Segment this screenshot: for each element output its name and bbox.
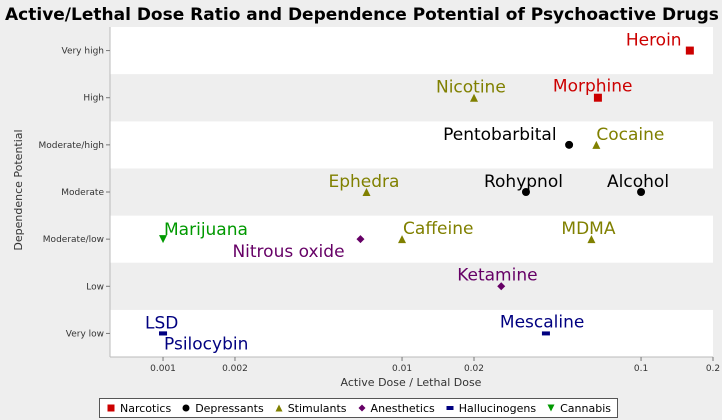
chart-legend: Narcotics Depressants Stimulants Anesthetic… [99,398,618,418]
point-label-nitrous-oxide: Nitrous oxide [232,242,344,262]
grid-band [110,74,713,122]
legend-item-depressants: Depressants [181,402,264,415]
grid-band [110,27,713,75]
point-label-alcohol: Alcohol [607,172,669,192]
legend-marker-shape [107,404,115,412]
grid-band [110,309,713,357]
legend-marker-shape [182,404,190,412]
data-point-caffeine [398,235,407,244]
point-label-mdma: MDMA [561,219,615,239]
legend-label: Narcotics [120,401,172,415]
grid-band [110,121,713,169]
grid-band [110,215,713,263]
x-tick-label: 0.002 [222,364,248,374]
data-point-pentobarbital [565,140,574,149]
legend-marker-shape [358,404,366,412]
legend-item-anesthetics: Anesthetics [357,402,435,415]
y-tick-label: High [83,94,104,104]
data-point-rohypnol [521,188,530,196]
data-point-mescaline [541,331,550,336]
point-label-psilocybin: Psilocybin [164,334,248,354]
data-point-ketamine [497,282,506,291]
legend-marker-shape [275,404,283,412]
data-point-nitrous-oxide [356,235,365,244]
data-points [159,46,694,336]
y-tick-label: Moderate/low [43,235,104,245]
x-axis-label: Active Dose / Lethal Dose [341,376,482,389]
point-label-caffeine: Caffeine [403,219,473,239]
legend-label: Stimulants [287,401,347,415]
legend-marker-shape [547,404,555,412]
x-tick-label: 0.1 [634,364,648,374]
legend-label: Depressants [195,401,264,415]
plot-area [109,27,713,358]
point-label-cocaine: Cocaine [596,125,664,145]
data-point-cocaine [592,140,601,149]
legend-marker-cannabis [547,404,555,412]
point-label-ephedra: Ephedra [328,172,399,192]
y-tick-label: Low [86,282,104,292]
legend-marker-depressants [182,404,190,412]
x-axis-ticks: 0.001 0.002 0.01 0.02 0.1 0.2 [150,357,720,374]
point-label-ketamine: Ketamine [457,265,537,285]
x-tick-label: 0.02 [464,364,484,374]
legend-item-cannabis: Cannabis [546,402,611,415]
data-point-psilocybin [159,331,168,336]
data-point-heroin [685,46,694,55]
y-tick-label: Moderate [61,188,104,198]
legend-label: Hallucinogens [458,401,537,415]
legend-item-narcotics: Narcotics [106,402,171,415]
point-label-mescaline: Mescaline [500,312,584,332]
data-point-nicotine [469,93,478,102]
legend-marker-narcotics [107,404,115,412]
data-point-morphine [593,93,602,102]
y-tick-label: Very low [66,329,104,339]
point-labels: Heroin Morphine Pentobarbital Rohypnol Alcoh… [145,31,682,355]
grid-band [110,168,713,216]
chart-title: Active/Lethal Dose Ratio and Dependence … [5,5,719,25]
point-label-nicotine: Nicotine [436,78,506,98]
legend-label: Cannabis [560,401,611,415]
point-label-morphine: Morphine [553,77,633,97]
point-label-rohypnol: Rohypnol [484,172,563,192]
grid-band [110,262,713,310]
x-tick-label: 0.2 [706,364,720,374]
data-point-alcohol [637,188,646,196]
legend-marker-stimulants [275,404,283,412]
point-label-marijuana: Marijuana [164,220,248,240]
data-point-marijuana [159,235,168,244]
x-tick-label: 0.01 [392,364,412,374]
y-axis-label: Dependence Potential [12,129,25,250]
legend-label: Anesthetics [370,401,435,415]
legend-marker-hallucinogens [446,406,454,410]
x-tick-label: 0.001 [150,364,176,374]
legend-item-hallucinogens: Hallucinogens [445,402,536,415]
data-point-ephedra [362,188,371,196]
point-label-lsd: LSD [145,313,178,333]
y-tick-label: Moderate/high [39,141,104,151]
legend-marker-anesthetics [358,404,366,412]
data-point-mdma [587,235,596,244]
point-label-pentobarbital: Pentobarbital [443,125,556,145]
legend-item-stimulants: Stimulants [274,402,347,415]
point-label-heroin: Heroin [626,31,682,51]
legend-marker-shape [446,406,454,410]
y-axis-ticks: Very low Low Moderate/low Moderate Moderate/… [39,47,110,339]
y-tick-label: Very high [61,47,104,57]
